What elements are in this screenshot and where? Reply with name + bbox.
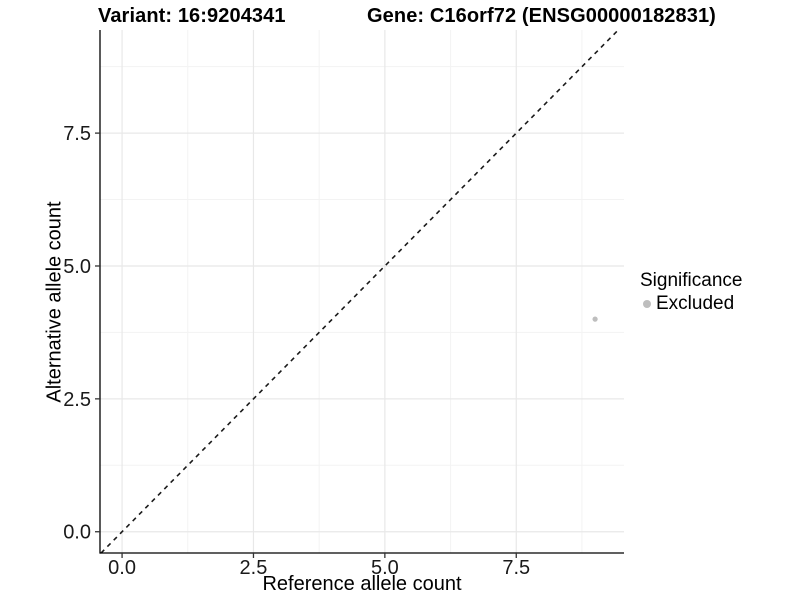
legend-title: Significance	[640, 270, 743, 291]
y-tick-label: 7.5	[63, 123, 91, 145]
x-tick-label: 7.5	[502, 557, 530, 579]
x-tick-label: 2.5	[240, 557, 268, 579]
x-axis-title: Reference allele count	[262, 573, 462, 595]
y-tick-label: 2.5	[63, 389, 91, 411]
y-axis-title: Alternative allele count	[43, 201, 66, 403]
y-tick-label: 0.0	[63, 522, 91, 544]
identity-line	[100, 29, 619, 554]
x-tick-label: 0.0	[108, 557, 136, 579]
legend-item-label: Excluded	[656, 293, 735, 314]
data-point	[592, 316, 598, 322]
plot-title-gene: Gene: C16orf72 (ENSG00000182831)	[367, 5, 716, 27]
x-tick-label: 5.0	[371, 557, 399, 579]
plot-title-variant: Variant: 16:9204341	[98, 5, 286, 27]
legend-item-excluded: Excluded	[640, 293, 742, 314]
legend-marker-icon	[643, 299, 651, 308]
legend: Significance Excluded	[640, 270, 742, 314]
y-tick-label: 5.0	[63, 256, 91, 278]
